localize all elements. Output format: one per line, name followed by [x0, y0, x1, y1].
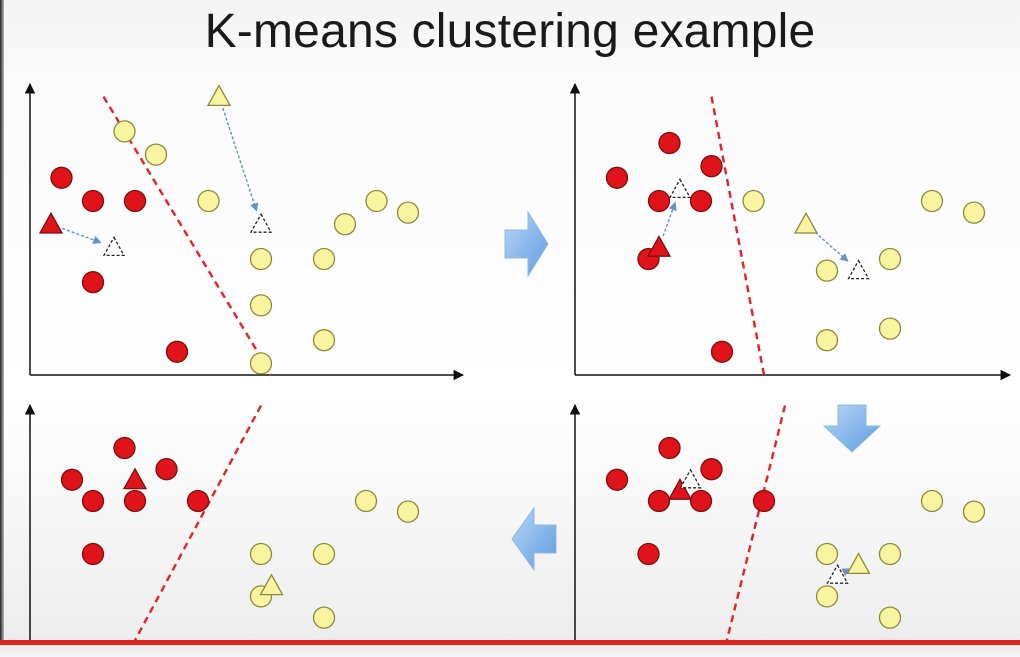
yellow-data-point — [312, 606, 336, 629]
decision-boundary — [710, 96, 766, 376]
red-data-point — [700, 155, 723, 178]
red-data-point — [155, 458, 178, 481]
new-yellow-centroid — [249, 212, 273, 233]
step-arrow-left-icon — [511, 506, 557, 572]
yellow-data-point — [878, 606, 902, 629]
yellow-data-point — [312, 329, 336, 352]
yellow-data-point — [878, 542, 902, 566]
slide-title: K-means clustering example — [204, 5, 816, 58]
red-data-point — [81, 189, 105, 213]
panel-top-right — [569, 82, 1012, 381]
red-data-point — [81, 271, 105, 294]
red-data-point — [81, 542, 105, 566]
yellow-data-point — [878, 247, 902, 271]
red-data-point — [647, 189, 671, 213]
yellow-data-point — [312, 247, 336, 271]
yellow-centroid — [259, 573, 284, 596]
decision-boundary — [102, 95, 273, 376]
yellow-data-point — [920, 189, 944, 213]
yellow-data-point — [396, 201, 420, 224]
new-yellow-centroid — [826, 563, 849, 584]
decision-boundary — [725, 405, 787, 640]
red-data-point — [689, 489, 713, 513]
red-data-point — [165, 340, 189, 363]
yellow-data-point — [920, 489, 944, 513]
red-data-point — [123, 489, 147, 513]
red-data-point — [60, 468, 84, 491]
old-red-centroid — [667, 478, 693, 500]
window-edge — [0, 0, 4, 657]
yellow-data-point — [312, 542, 336, 566]
centroid-move-arrow — [662, 201, 677, 237]
yellow-data-point — [249, 247, 273, 271]
new-red-centroid — [102, 236, 126, 257]
yellow-data-point — [815, 542, 839, 566]
yellow-data-point — [197, 189, 220, 213]
new-red-centroid — [679, 468, 702, 489]
red-data-point — [186, 489, 210, 513]
red-data-point — [700, 458, 723, 481]
yellow-data-point — [815, 259, 839, 282]
yellow-data-point — [815, 585, 839, 608]
yellow-data-point — [962, 500, 986, 523]
yellow-data-point — [249, 352, 273, 375]
yellow-data-point — [333, 213, 357, 236]
panel-bottom-left — [24, 403, 420, 640]
red-data-point — [658, 436, 681, 460]
red-data-point — [50, 166, 73, 189]
panel-bottom-right — [569, 403, 986, 640]
yellow-data-point — [878, 317, 902, 340]
new-yellow-centroid — [847, 259, 870, 280]
red-data-point — [605, 166, 629, 189]
step-arrow-down-icon — [822, 404, 882, 453]
bottom-strip — [0, 645, 1020, 657]
red-data-point — [123, 189, 147, 213]
centroid-move-arrow — [62, 227, 102, 244]
yellow-data-point — [962, 201, 986, 224]
red-data-point — [637, 542, 660, 566]
old-yellow-centroid — [793, 211, 819, 234]
yellow-data-point — [815, 329, 839, 352]
red-data-point — [647, 489, 671, 513]
red-data-point — [689, 189, 713, 213]
old-yellow-centroid — [846, 552, 871, 575]
yellow-data-point — [113, 120, 136, 143]
yellow-data-point — [365, 189, 388, 213]
centroid-move-arrow — [814, 231, 849, 262]
centroid-move-arrow — [222, 107, 259, 212]
yellow-data-point — [144, 143, 168, 166]
yellow-data-point — [354, 489, 378, 513]
red-data-point — [81, 489, 105, 513]
step-arrow-right-icon — [504, 210, 549, 278]
panel-top-left — [24, 82, 465, 381]
red-data-point — [752, 489, 776, 513]
red-data-point — [113, 436, 136, 460]
yellow-data-point — [396, 500, 420, 523]
old-red-centroid — [38, 211, 64, 234]
old-yellow-centroid — [206, 84, 232, 107]
red-data-point — [710, 340, 734, 363]
decision-boundary — [133, 405, 263, 640]
old-red-centroid — [646, 235, 672, 257]
yellow-data-point — [249, 294, 273, 317]
red-centroid — [122, 467, 148, 490]
new-red-centroid — [668, 178, 692, 199]
red-data-point — [605, 468, 629, 491]
yellow-data-point — [742, 189, 765, 213]
video-progress-bar[interactable] — [0, 640, 1020, 645]
red-data-point — [658, 131, 681, 155]
yellow-data-point — [249, 542, 273, 566]
